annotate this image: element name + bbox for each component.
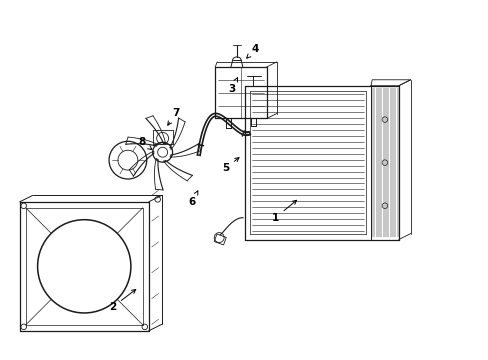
Text: 7: 7 — [167, 108, 180, 125]
Text: 8: 8 — [139, 137, 152, 149]
Circle shape — [21, 203, 26, 208]
Text: 3: 3 — [228, 78, 237, 94]
Circle shape — [155, 197, 160, 202]
Circle shape — [142, 324, 147, 330]
Text: 4: 4 — [246, 44, 259, 58]
Bar — [214, 234, 226, 245]
Text: 2: 2 — [109, 289, 136, 312]
Circle shape — [21, 324, 26, 330]
Text: 5: 5 — [222, 158, 239, 173]
Text: 6: 6 — [188, 191, 198, 207]
Text: 1: 1 — [271, 200, 296, 223]
